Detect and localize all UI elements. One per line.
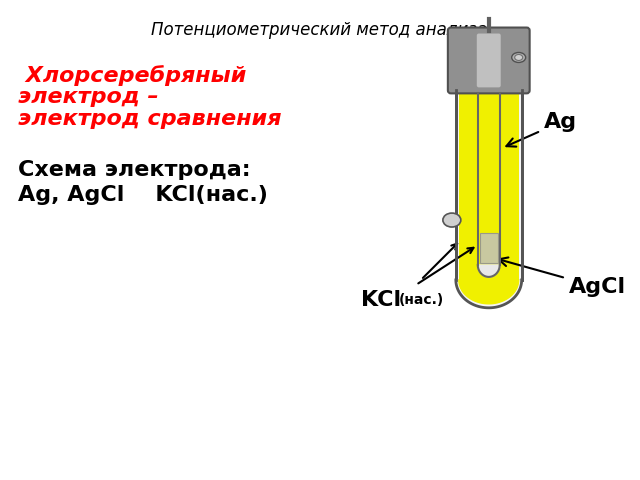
Text: AgCl: AgCl <box>499 257 626 297</box>
FancyBboxPatch shape <box>456 90 522 280</box>
Text: Потенциометрический метод анализа: Потенциометрический метод анализа <box>151 21 488 38</box>
Text: Хлорсеребряный: Хлорсеребряный <box>18 65 246 86</box>
Text: Схема электрода:: Схема электрода: <box>18 160 251 180</box>
Text: Ag: Ag <box>506 112 577 146</box>
Text: электрод сравнения: электрод сравнения <box>18 109 282 129</box>
Text: Ag, AgCl    KCl(нас.): Ag, AgCl KCl(нас.) <box>18 185 268 205</box>
Text: (нас.): (нас.) <box>399 293 444 307</box>
FancyBboxPatch shape <box>448 27 530 94</box>
FancyBboxPatch shape <box>477 34 500 87</box>
Bar <box>459 92 518 280</box>
Polygon shape <box>459 280 518 304</box>
Ellipse shape <box>443 213 461 227</box>
Text: KCl: KCl <box>361 290 401 310</box>
Ellipse shape <box>515 54 523 60</box>
Bar <box>480 233 498 263</box>
Text: электрод –: электрод – <box>18 87 159 108</box>
Polygon shape <box>478 265 500 277</box>
Polygon shape <box>456 280 522 308</box>
Ellipse shape <box>512 52 525 62</box>
